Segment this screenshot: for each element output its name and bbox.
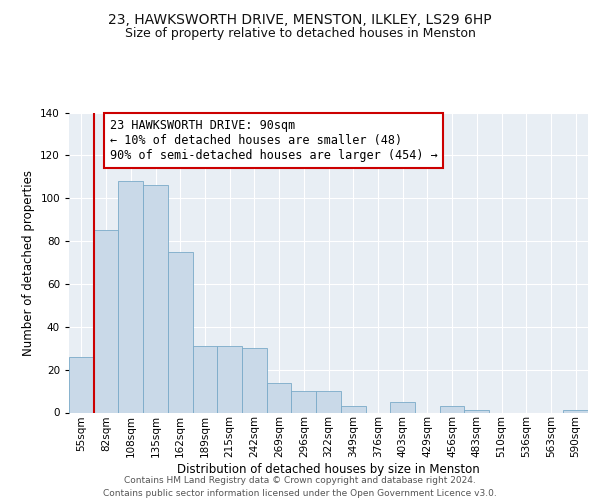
Bar <box>242 348 267 412</box>
Text: 23 HAWKSWORTH DRIVE: 90sqm
← 10% of detached houses are smaller (48)
90% of semi: 23 HAWKSWORTH DRIVE: 90sqm ← 10% of deta… <box>110 119 437 162</box>
Bar <box>563 410 588 412</box>
Bar <box>193 346 217 412</box>
Bar <box>94 230 118 412</box>
Y-axis label: Number of detached properties: Number of detached properties <box>22 170 35 356</box>
X-axis label: Distribution of detached houses by size in Menston: Distribution of detached houses by size … <box>177 463 480 476</box>
Bar <box>143 186 168 412</box>
Bar <box>316 391 341 412</box>
Text: Contains HM Land Registry data © Crown copyright and database right 2024.: Contains HM Land Registry data © Crown c… <box>124 476 476 485</box>
Bar <box>292 391 316 412</box>
Text: Contains public sector information licensed under the Open Government Licence v3: Contains public sector information licen… <box>103 489 497 498</box>
Bar <box>390 402 415 412</box>
Text: Size of property relative to detached houses in Menston: Size of property relative to detached ho… <box>125 28 475 40</box>
Bar <box>440 406 464 412</box>
Bar <box>267 382 292 412</box>
Bar <box>69 357 94 412</box>
Bar <box>217 346 242 412</box>
Bar <box>464 410 489 412</box>
Text: 23, HAWKSWORTH DRIVE, MENSTON, ILKLEY, LS29 6HP: 23, HAWKSWORTH DRIVE, MENSTON, ILKLEY, L… <box>108 12 492 26</box>
Bar <box>341 406 365 412</box>
Bar <box>118 181 143 412</box>
Bar <box>168 252 193 412</box>
